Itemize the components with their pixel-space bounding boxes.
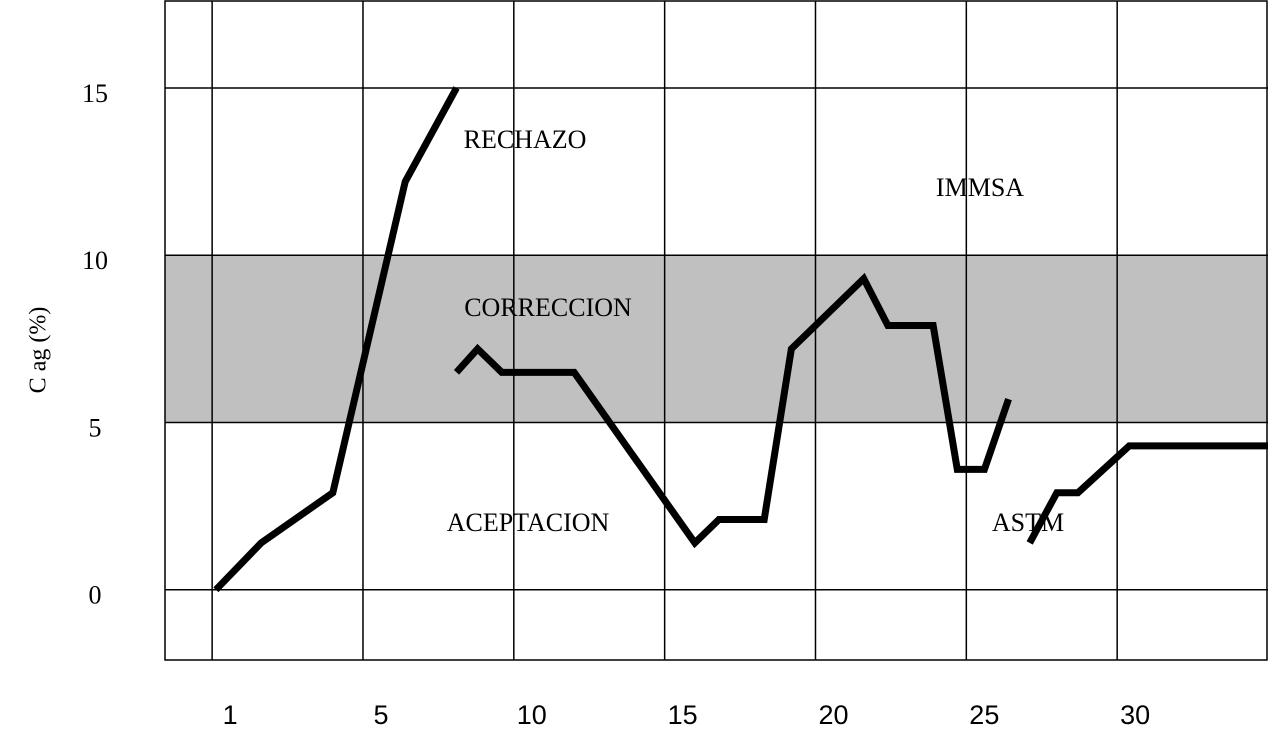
- x-tick-label: 20: [818, 700, 848, 730]
- x-tick-label: 5: [373, 700, 388, 730]
- y-axis-label: C ag (%): [26, 307, 52, 394]
- y-tick-label: 15: [82, 79, 108, 108]
- x-tick-label: 30: [1120, 700, 1150, 730]
- annotation: IMMSA: [936, 173, 1024, 202]
- annotation: ASTM: [992, 508, 1064, 537]
- line: [213, 86, 460, 593]
- band: [165, 255, 1268, 423]
- annotation: CORRECCION: [464, 293, 632, 322]
- x-tick-label: 10: [517, 700, 547, 730]
- line: [453, 272, 1012, 549]
- y-tick-label: 10: [82, 246, 108, 275]
- line: [1026, 442, 1268, 545]
- x-tick-label: 25: [969, 700, 999, 730]
- annotation: RECHAZO: [464, 125, 587, 154]
- plot-border: [164, 0, 1268, 661]
- x-tick-label: 15: [668, 700, 698, 730]
- y-tick-label: 5: [89, 413, 102, 442]
- y-tick-label: 0: [89, 581, 102, 610]
- x-tick-label: 1: [223, 700, 238, 730]
- annotation: ACEPTACION: [447, 508, 610, 537]
